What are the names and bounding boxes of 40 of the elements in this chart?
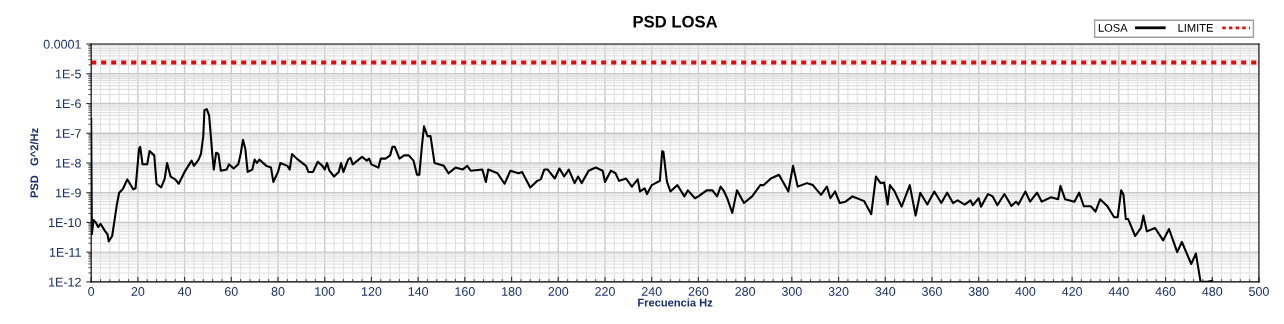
x-tick-label: 500 [1249, 287, 1269, 296]
y-tick-label: 1E-10 [49, 218, 81, 228]
chart-title: PSD LOSA [633, 15, 718, 28]
x-tick-label: 440 [1108, 287, 1129, 296]
x-tick-label: 360 [922, 287, 942, 296]
legend-label: LIMITE [1178, 24, 1213, 32]
x-tick-label: 460 [1155, 287, 1176, 296]
y-tick-label: 1E-11 [49, 248, 81, 257]
x-tick-label: 180 [502, 287, 522, 296]
x-tick-label: 300 [781, 287, 802, 296]
x-tick-label: 80 [271, 287, 285, 296]
x-tick-label: 20 [131, 287, 145, 296]
y-tick-label: 1E-7 [55, 129, 81, 138]
x-tick-label: 420 [1061, 287, 1083, 296]
x-tick-label: 100 [315, 287, 335, 296]
x-tick-label: 160 [455, 287, 475, 296]
y-tick-label: 1E-9 [55, 188, 81, 198]
y-tick-label: 1E-8 [55, 158, 81, 168]
legend-label: LOSA [1098, 23, 1128, 32]
x-axis-title: Frecuencia Hz [638, 298, 713, 307]
x-tick-label: 40 [177, 287, 192, 296]
x-tick-label: 340 [875, 287, 896, 296]
x-tick-label: 240 [641, 287, 662, 296]
x-tick-label: 140 [408, 287, 429, 296]
y-tick-label: 1E-6 [55, 99, 81, 109]
x-tick-label: 380 [968, 287, 989, 296]
y-axis-title: PSD G^2/Hz [30, 128, 39, 198]
x-tick-label: 260 [688, 287, 709, 296]
x-tick-label: 320 [828, 287, 849, 296]
x-tick-label: 220 [595, 287, 615, 296]
y-tick-label: 0.0001 [43, 39, 81, 49]
x-tick-label: 0 [88, 287, 95, 296]
x-tick-label: 200 [548, 287, 569, 296]
y-tick-label: 1E-12 [49, 277, 81, 287]
y-tick-label: 1E-5 [55, 69, 81, 79]
x-tick-label: 60 [224, 287, 238, 296]
x-tick-label: 480 [1202, 287, 1223, 296]
x-tick-label: 400 [1015, 287, 1036, 296]
x-tick-label: 120 [361, 287, 382, 296]
x-tick-label: 280 [735, 287, 756, 296]
